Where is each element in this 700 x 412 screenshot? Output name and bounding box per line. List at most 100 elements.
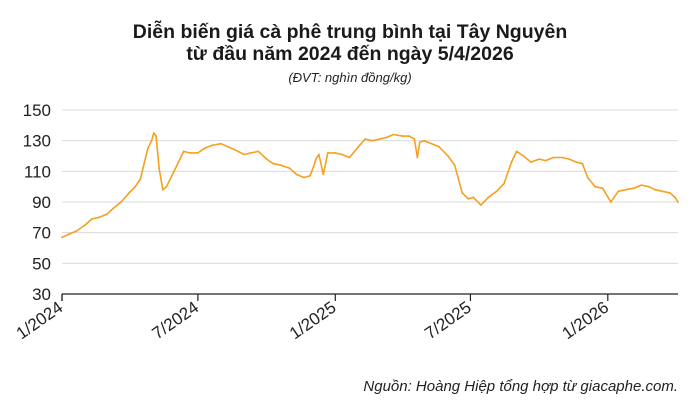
data-point (315, 158, 317, 161)
data-point (668, 191, 671, 194)
data-point (134, 185, 137, 188)
x-tick-label-7-2025: 7/2025 (421, 298, 474, 343)
data-point (322, 173, 325, 176)
data-point (617, 190, 620, 193)
data-point (61, 236, 63, 239)
data-point (250, 152, 252, 154)
data-point (288, 167, 291, 170)
x-axis: 1/2024 7/2024 1/2025 7/2025 1/2026 (13, 293, 678, 343)
data-point (226, 145, 229, 148)
data-point (348, 156, 351, 159)
x-tick-label-1-2026: 1/2026 (559, 298, 612, 343)
data-point (624, 188, 627, 191)
data-point (234, 149, 237, 151)
data-point (447, 155, 449, 157)
data-point (128, 191, 131, 194)
y-tick-label-70: 70 (32, 224, 51, 243)
data-point (295, 173, 298, 176)
data-point (472, 196, 475, 199)
data-point (640, 184, 643, 187)
y-axis: 30 50 70 90 110 130 150 (23, 101, 51, 304)
data-point (480, 204, 482, 207)
data-point (203, 147, 206, 150)
data-point (633, 187, 635, 190)
x-tick-label-1-2024: 1/2024 (13, 298, 66, 343)
data-point (487, 196, 490, 199)
data-point (510, 161, 513, 164)
data-point (568, 158, 570, 161)
data-point (418, 141, 421, 144)
data-point (609, 201, 612, 203)
data-point (152, 132, 155, 134)
data-point (326, 152, 329, 154)
data-point (150, 139, 153, 142)
x-tick-label-7-2024: 7/2024 (149, 298, 202, 343)
data-point (408, 135, 411, 138)
data-point (272, 162, 275, 165)
data-point (378, 138, 381, 141)
data-point (158, 167, 161, 170)
y-tick-label-150: 150 (23, 101, 51, 120)
data-point (438, 145, 440, 148)
data-point (371, 139, 374, 142)
y-tick-label-30: 30 (32, 285, 51, 304)
data-point (401, 135, 404, 138)
data-point (171, 173, 174, 176)
data-point (392, 133, 395, 136)
grid-lines (62, 109, 678, 264)
data-point (461, 191, 464, 194)
data-point (265, 158, 268, 161)
data-point (105, 213, 108, 216)
y-tick-label-90: 90 (32, 193, 51, 212)
data-point (182, 150, 185, 153)
data-point (98, 216, 101, 219)
data-point (197, 152, 199, 154)
data-point (453, 164, 456, 167)
data-point (177, 161, 180, 164)
data-point (538, 158, 540, 161)
data-point (544, 159, 547, 162)
data-point (654, 188, 656, 191)
data-point (530, 161, 532, 164)
data-point (575, 161, 578, 164)
y-tick-label-130: 130 (23, 132, 51, 151)
y-tick-label-50: 50 (32, 254, 51, 273)
data-point (147, 147, 149, 150)
data-point (211, 144, 214, 147)
data-point (188, 152, 191, 154)
data-point (318, 153, 320, 156)
data-point (423, 139, 425, 142)
data-point (677, 201, 679, 203)
chart-unit-label: (ĐVT: nghìn đồng/kg) (288, 70, 412, 85)
data-point (91, 218, 93, 220)
data-point (552, 156, 555, 159)
source-note: Nguồn: Hoàng Hiệp tổng hợp từ giacaphe.c… (363, 378, 678, 395)
chart-title-line2: từ đầu năm 2024 đến ngày 5/4/2026 (186, 43, 514, 65)
data-point (586, 176, 589, 179)
data-point (112, 207, 115, 210)
y-tick-label-110: 110 (24, 162, 51, 181)
data-point (165, 185, 168, 188)
data-point (364, 138, 366, 141)
data-point (495, 190, 498, 193)
data-point (581, 162, 584, 165)
data-point (467, 198, 470, 200)
data-point (84, 224, 86, 226)
data-point (413, 138, 416, 141)
data-point (279, 164, 282, 167)
data-point (143, 162, 146, 165)
data-point (648, 185, 650, 188)
data-point (257, 150, 260, 153)
data-point (139, 178, 142, 180)
data-point (220, 142, 222, 145)
data-point (67, 233, 70, 236)
data-point (120, 201, 122, 203)
data-point (357, 145, 360, 148)
x-tick-label-1-2025: 1/2025 (286, 298, 339, 343)
data-point (601, 187, 604, 190)
data-point (594, 185, 596, 188)
data-point (75, 230, 78, 233)
data-point (503, 182, 505, 185)
data-point (522, 155, 525, 157)
